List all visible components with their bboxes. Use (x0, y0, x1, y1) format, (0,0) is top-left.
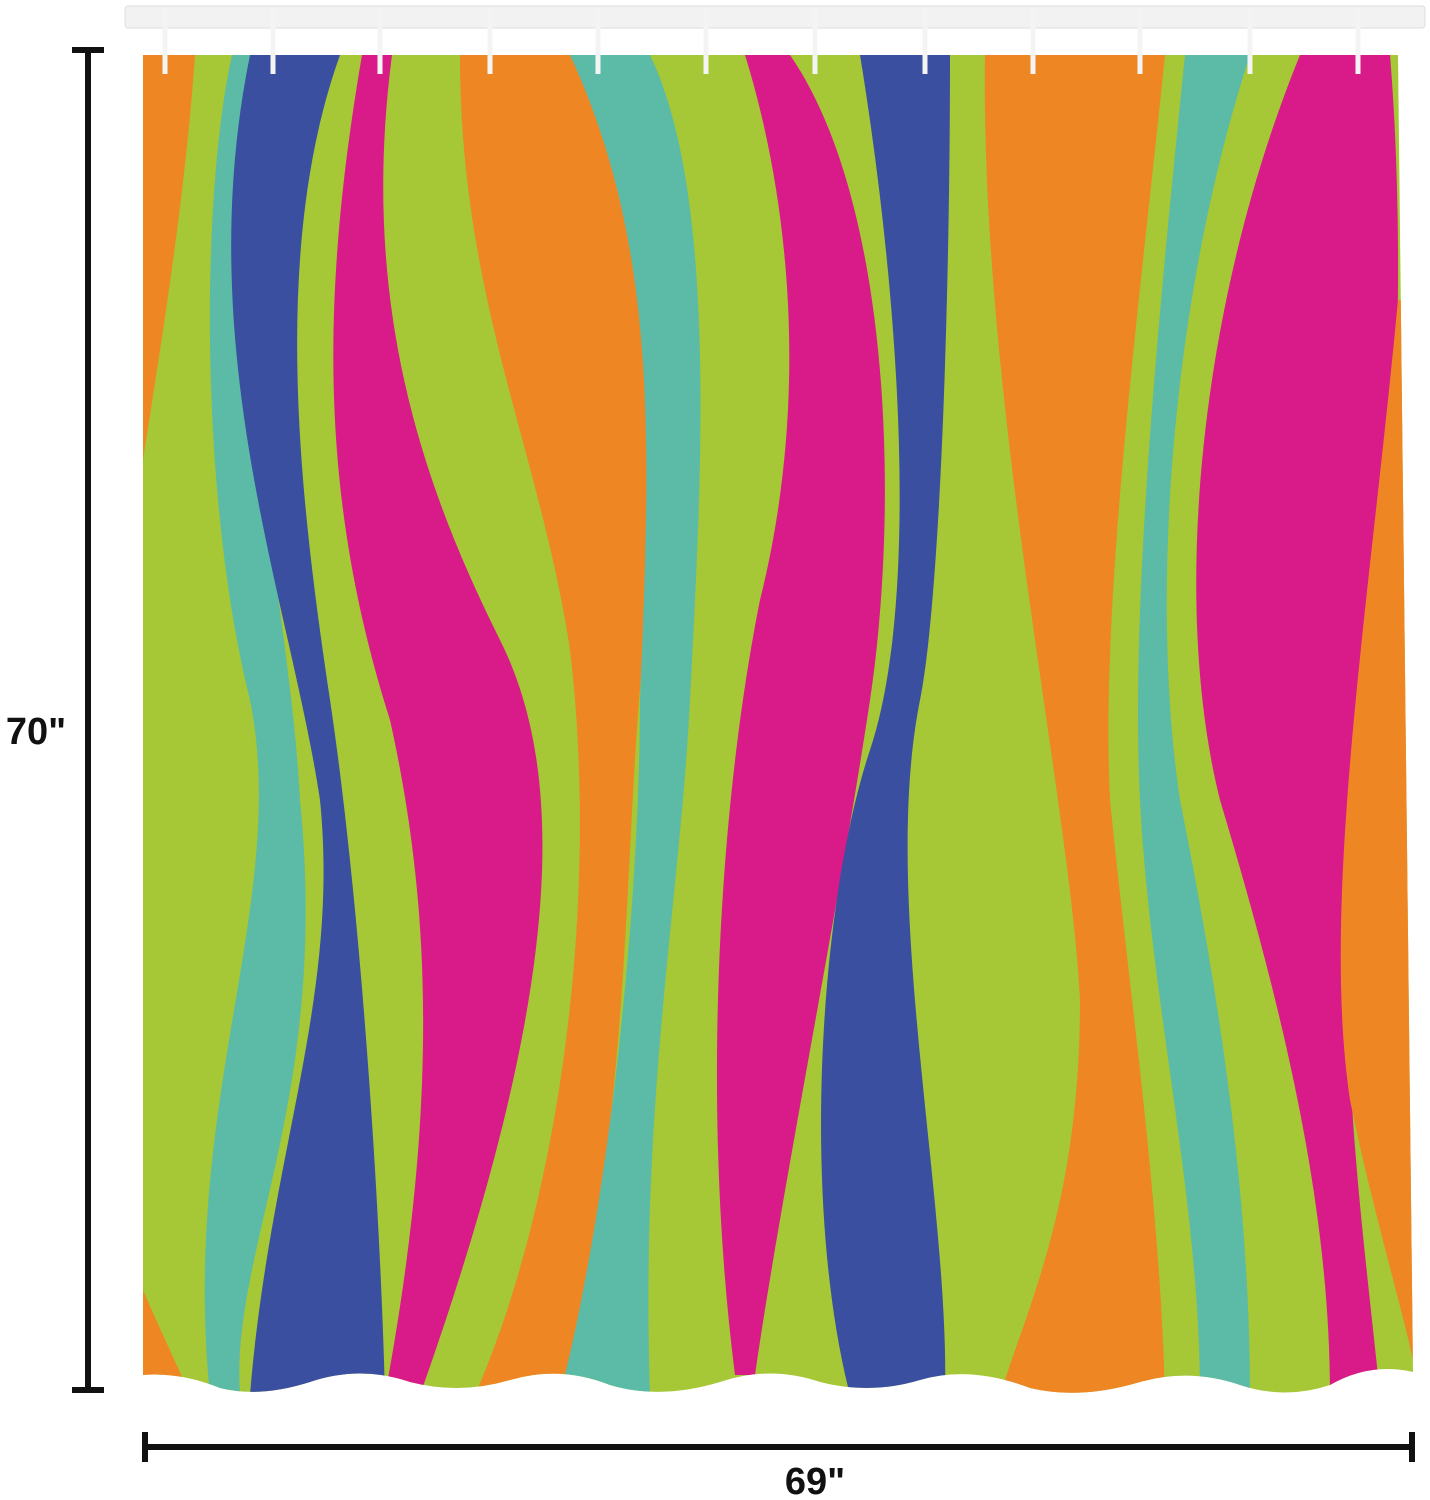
stripe (1340, 300, 1413, 1360)
stripe (716, 55, 885, 1375)
stripe (204, 55, 306, 1393)
stripe (1138, 55, 1250, 1393)
height-dimension-line (72, 47, 104, 1393)
curtain (143, 55, 1413, 1393)
curtain-rod (124, 5, 1426, 29)
stripe (460, 55, 657, 1393)
stripe (560, 55, 701, 1393)
stripe (333, 55, 543, 1393)
stripe (984, 55, 1165, 1393)
hooks (162, 8, 1361, 74)
width-label: 69" (785, 1461, 845, 1500)
height-label: 70" (6, 711, 66, 753)
stripe (143, 55, 195, 460)
width-dimension-line (142, 1432, 1415, 1462)
stripe (143, 1290, 190, 1393)
stripe (821, 55, 950, 1393)
stripe (231, 55, 385, 1393)
